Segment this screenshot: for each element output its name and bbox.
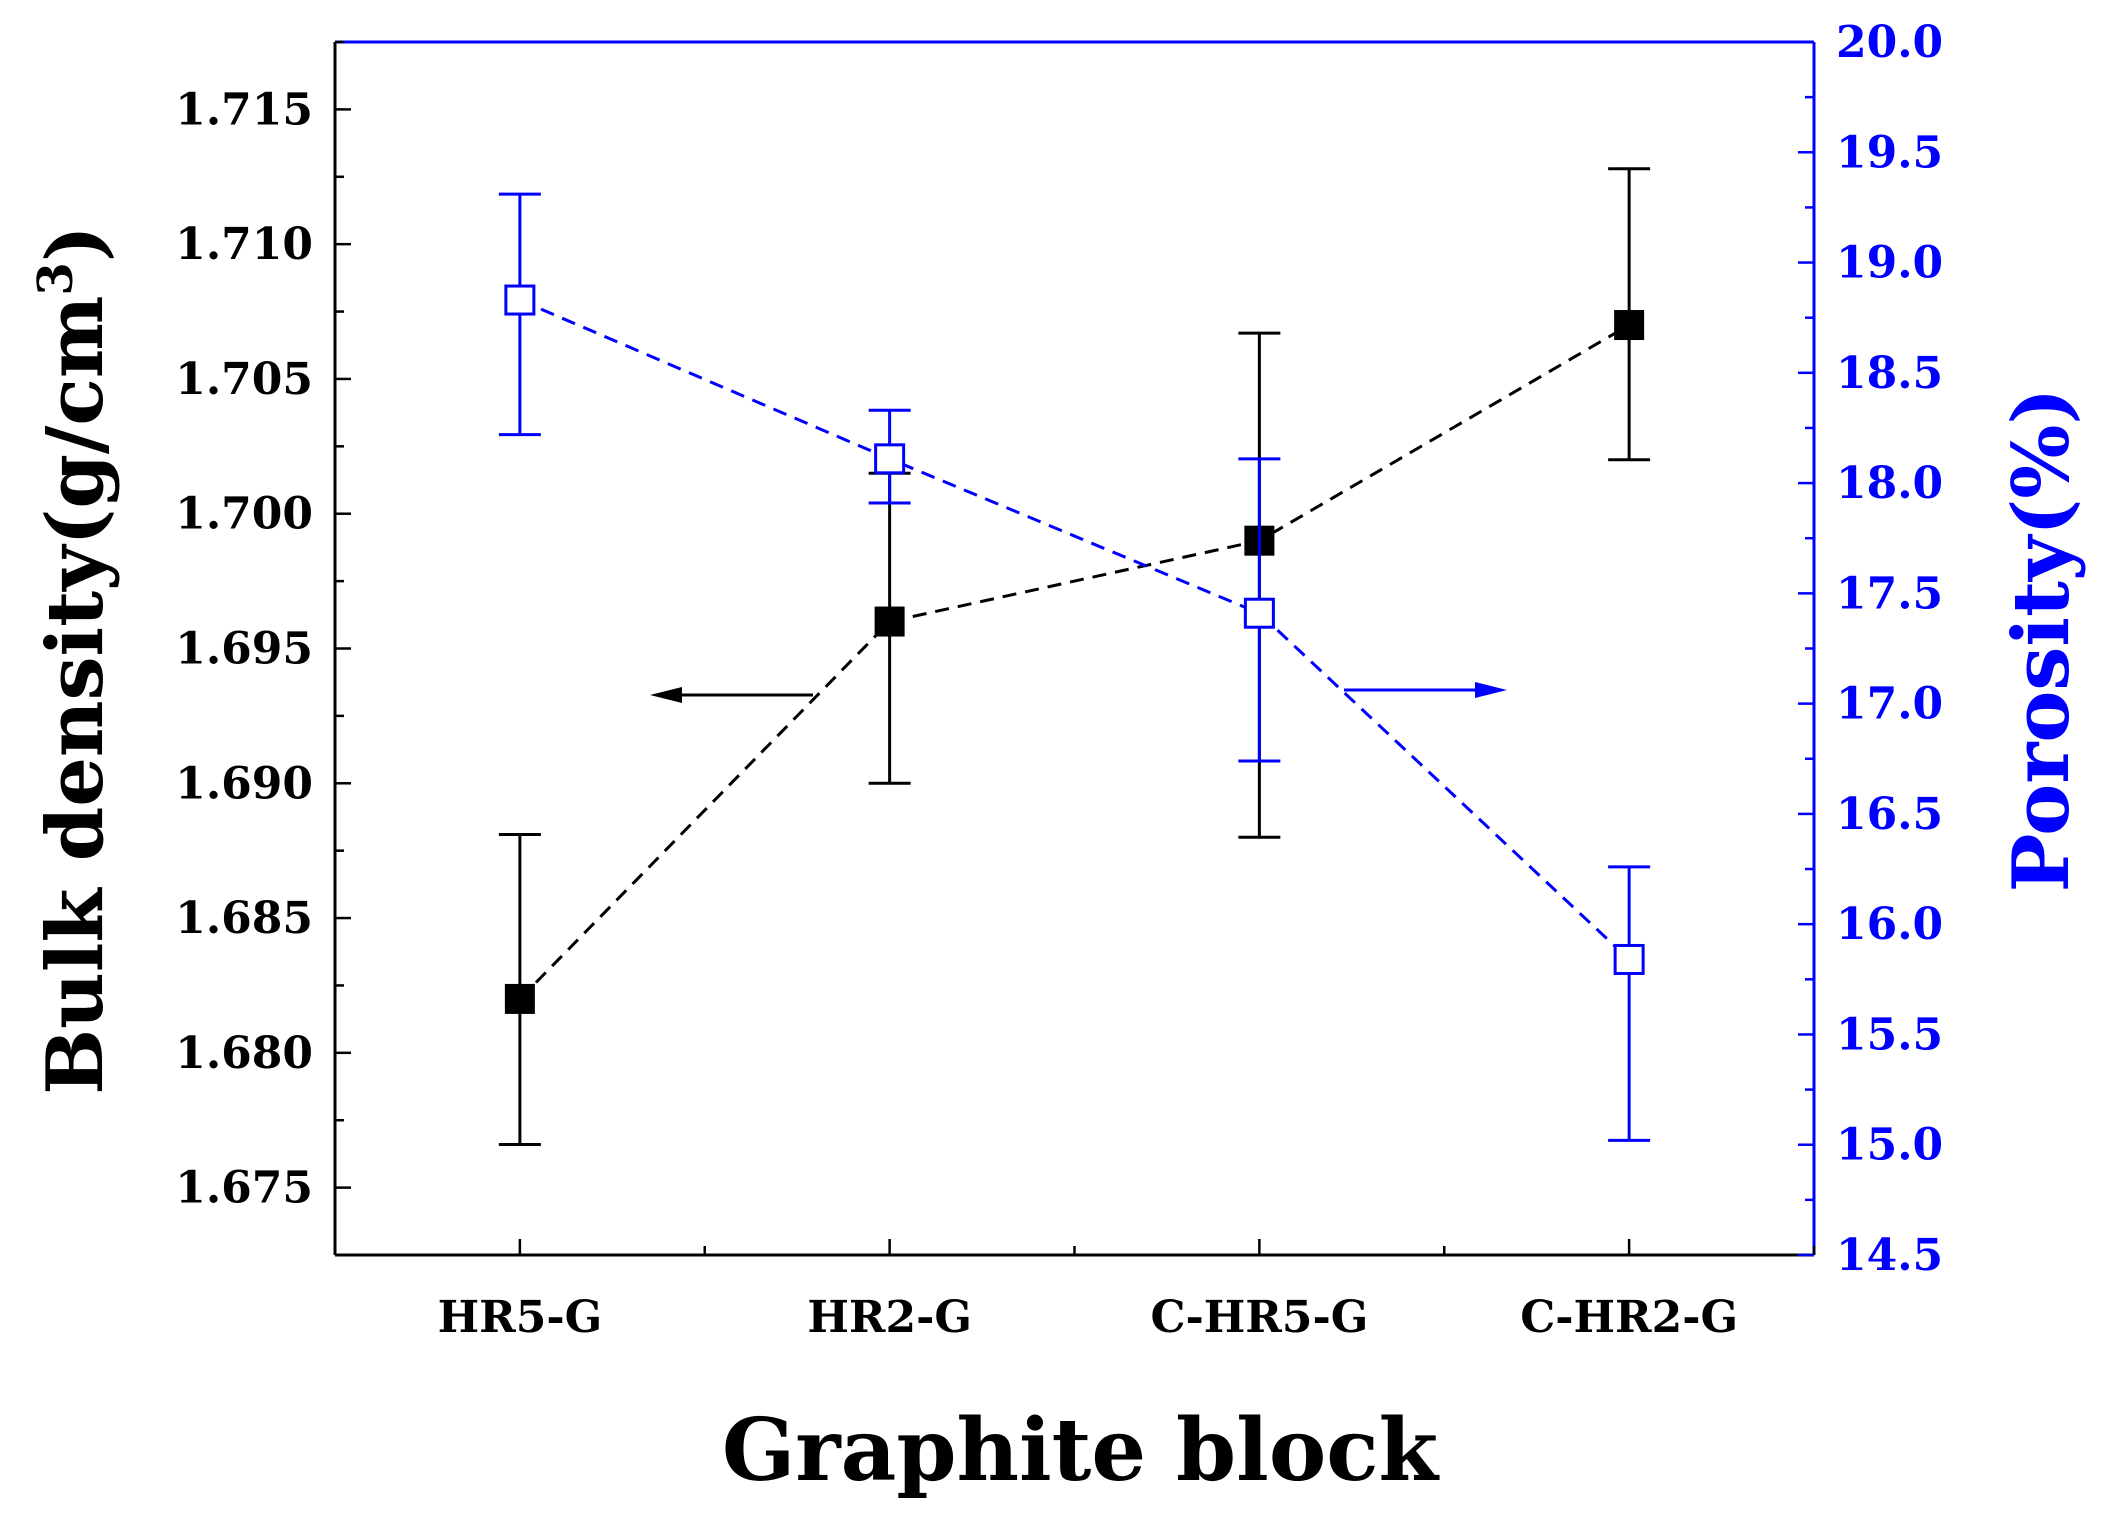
series-right-line	[519, 298, 1631, 961]
y-left-tick-label: 1.690	[175, 758, 313, 809]
y-left-tick-label: 1.675	[175, 1163, 313, 1214]
left-axis-arrowhead	[650, 687, 682, 703]
y-right-tick-label: 17.0	[1836, 679, 1943, 730]
y-left-tick-label: 1.710	[175, 219, 313, 270]
data-point-right	[1243, 597, 1275, 629]
y-axis-left-title-superscript: 3	[28, 262, 84, 295]
data-point-left	[874, 606, 905, 637]
y-right-tick-label: 15.5	[1836, 1009, 1943, 1060]
y-right-tick-label: 14.5	[1836, 1230, 1943, 1281]
y-right-tick-label: 19.0	[1836, 238, 1943, 289]
x-axis-title: Graphite block	[722, 1400, 1441, 1501]
series-left-line	[518, 323, 1630, 1000]
y-axis-left-title-close: )	[30, 225, 121, 262]
x-tick-label: HR5-G	[438, 1292, 603, 1343]
right-axis-arrowhead	[1475, 682, 1507, 698]
data-point-right	[504, 284, 536, 316]
x-tick-label: C-HR5-G	[1150, 1292, 1368, 1343]
data-point-right	[874, 443, 906, 475]
y-right-tick-label: 19.5	[1836, 127, 1943, 178]
y-left-tick-label: 1.705	[175, 354, 313, 405]
y-right-tick-label: 16.5	[1836, 789, 1943, 840]
y-right-tick-label: 17.5	[1836, 568, 1943, 619]
y-left-tick-label: 1.685	[175, 893, 313, 944]
y-left-tick-label: 1.695	[175, 624, 313, 675]
y-right-tick-label: 18.5	[1836, 348, 1943, 399]
data-point-left	[504, 983, 535, 1014]
x-tick-label: HR2-G	[807, 1292, 972, 1343]
data-point-right	[1613, 943, 1645, 975]
y-right-tick-label: 15.0	[1836, 1120, 1943, 1171]
y-left-tick-label: 1.680	[175, 1028, 313, 1079]
y-right-tick-label: 16.0	[1836, 899, 1943, 950]
y-axis-right-title: Porosity(%)	[1996, 388, 2087, 893]
x-tick-label: C-HR2-G	[1520, 1292, 1738, 1343]
y-left-tick-label: 1.715	[175, 84, 313, 135]
data-point-left	[1614, 310, 1645, 341]
y-axis-left-title-main: Bulk density(g/cm	[30, 296, 121, 1095]
y-right-tick-label: 18.0	[1836, 458, 1943, 509]
y-left-tick-label: 1.700	[175, 489, 313, 540]
y-axis-left-title: Bulk density(g/cm3)	[28, 225, 121, 1095]
y-right-tick-label: 20.0	[1836, 17, 1943, 68]
